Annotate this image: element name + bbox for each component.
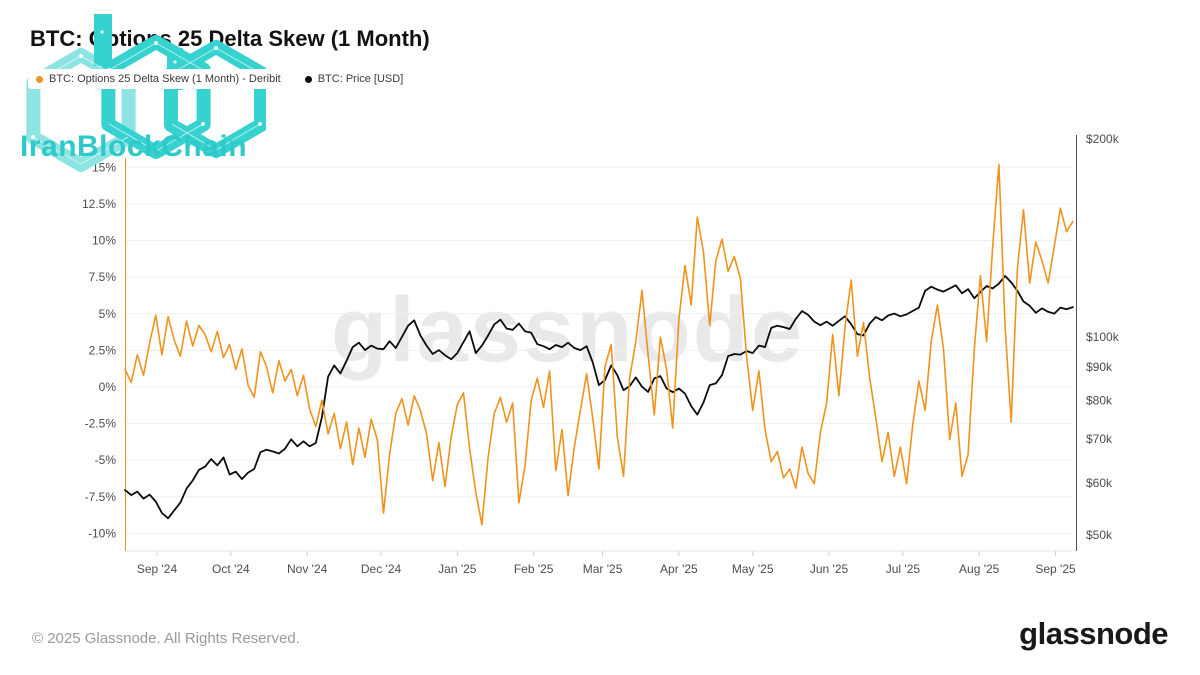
x-axis-labels: Sep '24 Oct '24 Nov '24 Dec '24 Jan '25 Feb '… (137, 551, 1076, 576)
svg-text:$200k: $200k (1086, 132, 1120, 146)
svg-text:Sep '25: Sep '25 (1035, 562, 1076, 576)
svg-text:12.5%: 12.5% (82, 197, 116, 211)
legend-item-0[interactable]: BTC: Options 25 Delta Skew (1 Month) - D… (28, 69, 289, 89)
legend-dot-icon (304, 75, 312, 83)
glassnode-watermark: glassnode (331, 279, 805, 381)
svg-text:$50k: $50k (1086, 528, 1113, 542)
svg-text:-5%: -5% (95, 453, 117, 467)
svg-text:Feb '25: Feb '25 (514, 562, 554, 576)
svg-text:Apr '25: Apr '25 (660, 562, 698, 576)
svg-text:$60k: $60k (1086, 476, 1113, 490)
svg-text:May '25: May '25 (732, 562, 774, 576)
svg-text:7.5%: 7.5% (89, 270, 117, 284)
svg-text:15%: 15% (92, 160, 116, 174)
svg-text:5%: 5% (99, 307, 117, 321)
gridlines (125, 166, 1072, 534)
svg-text:-2.5%: -2.5% (85, 417, 117, 431)
svg-text:Nov '24: Nov '24 (287, 562, 328, 576)
legend: BTC: Options 25 Delta Skew (1 Month) - D… (28, 69, 412, 89)
svg-text:0%: 0% (99, 380, 117, 394)
svg-text:Aug '25: Aug '25 (959, 562, 1000, 576)
btc-price-line[interactable] (124, 274, 1074, 520)
svg-text:-7.5%: -7.5% (85, 490, 117, 504)
legend-label: BTC: Price [USD] (317, 73, 404, 85)
svg-text:Mar '25: Mar '25 (583, 562, 623, 576)
svg-text:2.5%: 2.5% (89, 343, 117, 357)
svg-text:Jan '25: Jan '25 (438, 562, 477, 576)
svg-text:$100k: $100k (1086, 330, 1120, 344)
footer-copyright: © 2025 Glassnode. All Rights Reserved. (32, 630, 300, 647)
svg-text:$70k: $70k (1086, 432, 1113, 446)
svg-text:Oct '24: Oct '24 (212, 562, 250, 576)
left-axis-labels: 15% 12.5% 10% 7.5% 5% 2.5% 0% -2.5% -5% -7.5% -10% (82, 160, 116, 540)
svg-text:$80k: $80k (1086, 394, 1113, 408)
legend-label: BTC: Options 25 Delta Skew (1 Month) - D… (49, 73, 281, 85)
svg-text:-10%: -10% (88, 526, 116, 540)
svg-text:Jul '25: Jul '25 (886, 562, 921, 576)
svg-text:Jun '25: Jun '25 (810, 562, 849, 576)
delta-skew-line[interactable] (124, 163, 1074, 526)
svg-text:Sep '24: Sep '24 (137, 562, 178, 576)
legend-item-1[interactable]: BTC: Price [USD] (296, 69, 412, 89)
glassnode-brand-wordmark: glassnode (1019, 616, 1168, 651)
svg-text:10%: 10% (92, 234, 116, 248)
svg-text:Dec '24: Dec '24 (361, 562, 402, 576)
right-axis-labels: $200k $100k $90k $80k $70k $60k $50k (1086, 132, 1120, 542)
legend-dot-icon (36, 75, 43, 83)
svg-text:$90k: $90k (1086, 360, 1113, 374)
